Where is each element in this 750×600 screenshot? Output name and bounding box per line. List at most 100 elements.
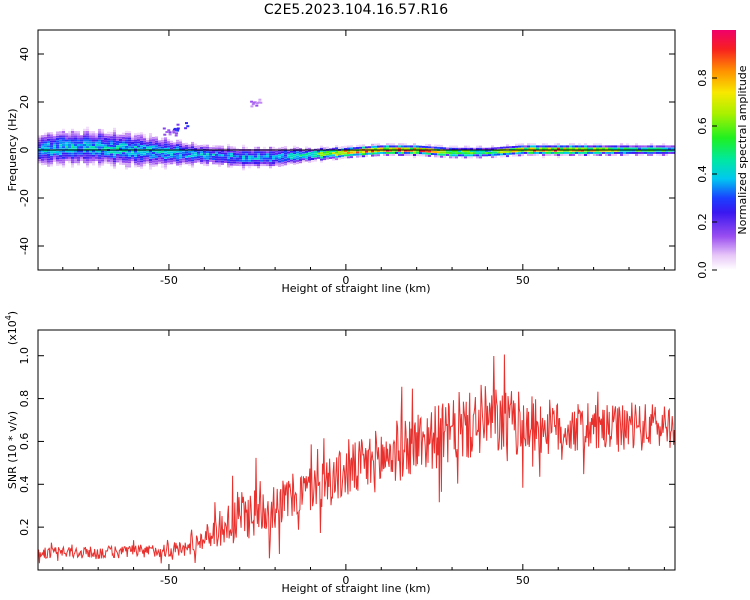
heatmap-cell xyxy=(557,147,560,150)
heatmap-cell xyxy=(470,156,473,159)
heatmap-cell xyxy=(518,147,521,150)
heatmap-cell xyxy=(506,155,509,158)
heatmap-cell xyxy=(59,142,62,144)
heatmap-cell xyxy=(260,159,263,162)
heatmap-cell xyxy=(269,159,272,162)
heatmap-cell xyxy=(398,154,401,156)
heatmap-cell xyxy=(467,154,470,157)
heatmap-cell xyxy=(146,152,149,155)
heatmap-cell xyxy=(62,165,65,168)
heatmap-cell xyxy=(650,151,653,154)
heatmap-cell xyxy=(164,158,167,161)
heatmap-cell xyxy=(380,149,383,152)
heatmap-cell xyxy=(149,148,152,151)
heatmap-cell xyxy=(83,148,86,151)
spectrum-x-tick-label: 50 xyxy=(516,274,530,287)
heatmap-cell xyxy=(71,152,74,155)
heatmap-cell xyxy=(179,148,182,150)
snr-series-line xyxy=(38,354,675,564)
heatmap-cell xyxy=(113,166,116,169)
heatmap-cell xyxy=(356,147,359,149)
heatmap-cell xyxy=(68,154,71,157)
heatmap-cell xyxy=(539,149,542,152)
heatmap-cell xyxy=(170,155,173,158)
heatmap-cell xyxy=(161,163,164,166)
heatmap-cell xyxy=(302,149,305,152)
heatmap-cell xyxy=(461,152,464,155)
heatmap-cell xyxy=(86,154,89,157)
heatmap-cell xyxy=(557,156,560,159)
heatmap-cell xyxy=(65,156,68,159)
spectrum-x-tick-label: -50 xyxy=(160,274,178,287)
heatmap-cell xyxy=(599,145,602,148)
heatmap-cell xyxy=(131,146,134,149)
heatmap-cell xyxy=(326,151,329,153)
heatmap-cell xyxy=(572,143,575,146)
heatmap-cell xyxy=(149,139,152,142)
heatmap-cell xyxy=(203,161,206,164)
heatmap-outlier xyxy=(250,100,254,103)
heatmap-cell xyxy=(503,151,506,153)
heatmap-cell xyxy=(194,150,197,153)
heatmap-cell xyxy=(401,147,404,150)
heatmap-cell xyxy=(116,149,119,152)
heatmap-cell xyxy=(59,152,62,155)
heatmap-cell xyxy=(452,156,455,159)
heatmap-cell xyxy=(410,151,413,154)
heatmap-cell xyxy=(128,163,131,166)
heatmap-cell xyxy=(236,157,239,160)
heatmap-cell xyxy=(122,139,125,142)
heatmap-cell xyxy=(440,155,443,158)
heatmap-cell xyxy=(383,145,386,148)
heatmap-cell xyxy=(182,162,185,165)
heatmap-cell xyxy=(308,152,311,155)
heatmap-cell xyxy=(578,145,581,148)
heatmap-cell xyxy=(71,146,74,149)
heatmap-cell xyxy=(188,163,191,166)
heatmap-cell xyxy=(254,151,257,154)
heatmap-cell xyxy=(260,151,263,154)
heatmap-cell xyxy=(83,156,86,159)
heatmap-cell xyxy=(116,153,119,156)
heatmap-cell xyxy=(269,166,272,169)
heatmap-cell xyxy=(242,157,245,160)
heatmap-cell xyxy=(239,151,242,154)
heatmap-cell xyxy=(68,144,71,146)
heatmap-cell xyxy=(341,154,344,157)
heatmap-cell xyxy=(38,144,41,147)
heatmap-cell xyxy=(326,146,329,149)
heatmap-cell xyxy=(293,145,296,148)
heatmap-cell xyxy=(419,150,422,152)
heatmap-cell xyxy=(74,152,77,155)
heatmap-cell xyxy=(41,152,44,155)
heatmap-cell xyxy=(128,152,131,155)
heatmap-cell xyxy=(356,144,359,147)
heatmap-cell xyxy=(158,157,161,160)
heatmap-cell xyxy=(38,135,41,138)
heatmap-cell xyxy=(98,139,101,142)
heatmap-cell xyxy=(173,157,176,160)
snr-multiplier-exponent: 4 xyxy=(4,315,13,320)
heatmap-cell xyxy=(302,151,305,154)
heatmap-cell xyxy=(524,147,527,150)
heatmap-cell xyxy=(635,154,638,156)
heatmap-cell xyxy=(341,150,344,153)
heatmap-cell xyxy=(542,151,545,154)
heatmap-cell xyxy=(152,160,155,163)
heatmap-cell xyxy=(476,154,479,157)
heatmap-cell xyxy=(56,144,59,147)
heatmap-cell xyxy=(71,156,74,159)
heatmap-cell xyxy=(488,154,491,157)
heatmap-cell xyxy=(74,159,77,162)
heatmap-cell xyxy=(506,144,509,147)
heatmap-cell xyxy=(278,162,281,165)
heatmap-cell xyxy=(86,144,89,146)
heatmap-cell xyxy=(71,131,74,133)
heatmap-cell xyxy=(89,159,92,162)
heatmap-cell xyxy=(206,164,209,167)
heatmap-cell xyxy=(260,164,263,167)
heatmap-cell xyxy=(287,156,290,158)
heatmap-cell xyxy=(626,145,629,148)
heatmap-cell xyxy=(83,131,86,133)
heatmap-cell xyxy=(89,148,92,151)
